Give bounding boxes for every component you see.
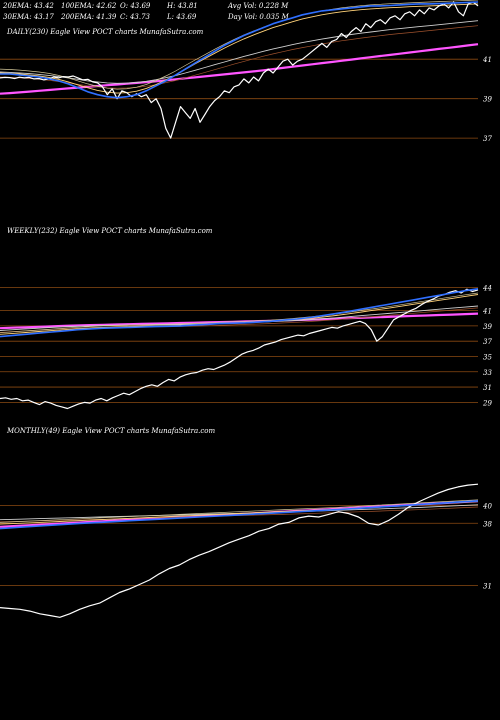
low-stat: L: 43.69: [166, 13, 197, 21]
daily-plot: 41 39 37: [0, 0, 492, 143]
header-stats: 20EMA: 43.42 100EMA: 42.62 O: 43.69 H: 4…: [2, 2, 290, 21]
monthly-panel: MONTHLY(49) Eagle View POCT charts Munaf…: [0, 427, 492, 618]
weekly-y-tick-label: 41: [482, 308, 492, 316]
daily-y-tick-label: 39: [483, 96, 492, 104]
daily-ema100-band-line: [0, 25, 479, 89]
daily-y-tick-label: 37: [483, 135, 492, 143]
monthly-y-tick-label: 40: [482, 503, 492, 511]
close-stat: C: 43.73: [120, 13, 151, 21]
weekly-ema20-line: [0, 288, 479, 338]
weekly-y-tick-label: 44: [482, 285, 492, 293]
daily-panel-title: DAILY(230) Eagle View POCT charts Munafa…: [6, 28, 204, 36]
weekly-y-tick-label: 37: [483, 338, 492, 346]
weekly-y-tick-label: 35: [483, 353, 492, 361]
daily-ema30-line: [0, 3, 479, 94]
weekly-panel-title: WEEKLY(232) Eagle View POCT charts Munaf…: [7, 227, 213, 235]
ema30-stat: 30EMA: 43.17: [3, 13, 54, 21]
weekly-y-tick-label: 33: [483, 369, 492, 377]
weekly-ema30-band-line: [0, 292, 479, 334]
high-stat: H: 43.81: [166, 2, 198, 10]
avg-volume-stat: Avg Vol: 0.228 M: [227, 2, 289, 10]
monthly-plot: 40 38 31: [0, 483, 492, 618]
weekly-panel: WEEKLY(232) Eagle View POCT charts Munaf…: [0, 227, 492, 410]
daily-ema20-line: [0, 1, 479, 99]
weekly-y-tick-label: 29: [482, 399, 492, 407]
monthly-price-line: [0, 483, 479, 618]
open-stat: O: 43.69: [120, 2, 151, 10]
ema200-stat: 200EMA: 41.39: [60, 13, 117, 21]
daily-price-line: [0, 1, 479, 139]
monthly-panel-title: MONTHLY(49) Eagle View POCT charts Munaf…: [6, 427, 216, 435]
ema100-stat: 100EMA: 42.62: [61, 2, 117, 10]
monthly-y-tick-label: 31: [483, 582, 492, 590]
ema20-stat: 20EMA: 43.42: [2, 2, 54, 10]
monthly-y-tick-label: 38: [483, 520, 492, 528]
weekly-y-tick-label: 31: [483, 384, 492, 392]
monthly-ema20-line: [0, 500, 479, 530]
weekly-y-tick-label: 39: [483, 323, 492, 331]
daily-panel: DAILY(230) Eagle View POCT charts Munafa…: [0, 0, 492, 143]
monthly-ema30-band-line: [0, 499, 479, 523]
daily-ema100-line: [0, 20, 479, 84]
weekly-plot: 44 41 39 37 35 33 31 29: [0, 285, 492, 410]
daily-y-tick-label: 41: [482, 56, 492, 64]
weekly-price-line: [0, 288, 479, 410]
daily-ema200-line: [0, 43, 479, 95]
day-volume-stat: Day Vol: 0.035 M: [227, 13, 290, 21]
